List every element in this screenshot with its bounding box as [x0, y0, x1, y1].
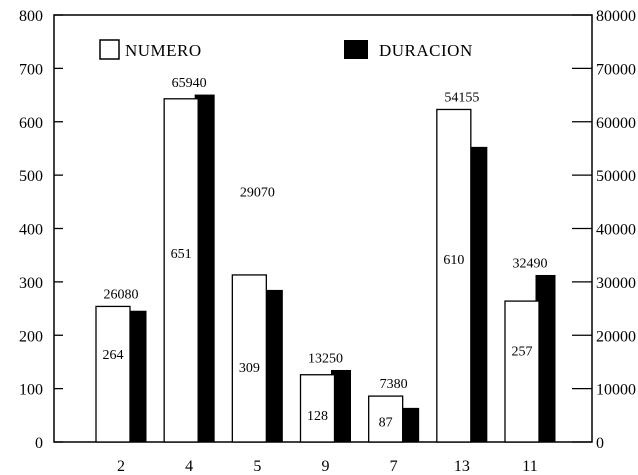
data-label-numero: 309 [239, 361, 260, 376]
right-tick-label: 10000 [596, 382, 636, 399]
data-label-duracion: 54155 [444, 90, 479, 105]
data-label-numero: 264 [103, 348, 124, 363]
data-label-numero: 87 [379, 415, 393, 430]
bar-numero [299, 374, 336, 443]
right-tick-label: 80000 [596, 8, 636, 25]
right-axis: 0 10000 20000 30000 40000 50000 60000 70000 8000… [572, 8, 636, 452]
right-tick-label: 50000 [596, 168, 636, 185]
right-tick-label: 30000 [596, 275, 636, 292]
data-label-numero: 128 [307, 409, 328, 424]
bar-numero [436, 108, 472, 443]
data-label-duracion: 29070 [240, 185, 275, 200]
bar-numero [504, 300, 540, 443]
x-axis: 2 4 5 9 7 13 11 [117, 458, 538, 475]
right-tick-label: 60000 [596, 115, 636, 132]
left-tick-label: 0 [35, 435, 43, 452]
data-label-duracion: 13250 [308, 351, 343, 366]
right-tick-label: 0 [596, 435, 604, 452]
left-tick-label: 300 [19, 275, 43, 292]
bar-numero [231, 274, 267, 443]
x-tick-label: 4 [185, 458, 193, 475]
data-labels: 264 26080 651 65940 309 29070 128 13250 87 7380 61… [103, 76, 548, 430]
data-label-numero: 257 [512, 344, 533, 359]
left-tick-label: 800 [19, 8, 43, 25]
legend-swatch-duracion [344, 40, 368, 59]
legend: NUMERO DURACION [99, 39, 473, 60]
x-tick-label: 5 [253, 458, 261, 475]
data-label-duracion: 7380 [380, 377, 408, 392]
x-tick-label: 11 [522, 458, 537, 475]
left-tick-label: 700 [19, 61, 43, 78]
x-tick-label: 7 [390, 458, 398, 475]
left-tick-label: 100 [19, 382, 43, 399]
data-label-duracion: 65940 [172, 76, 207, 91]
x-tick-label: 2 [117, 458, 125, 475]
right-tick-label: 70000 [596, 61, 636, 78]
right-tick-label: 20000 [596, 328, 636, 345]
data-label-duracion: 26080 [104, 287, 139, 302]
bars [95, 94, 556, 443]
legend-swatch-numero [99, 39, 120, 60]
left-tick-label: 200 [19, 328, 43, 345]
data-label-numero: 651 [171, 247, 192, 262]
legend-label-numero: NUMERO [125, 41, 202, 60]
left-tick-label: 500 [19, 168, 43, 185]
data-label-numero: 610 [443, 253, 464, 268]
bar-numero [368, 395, 404, 443]
bar-numero [163, 98, 199, 443]
x-tick-label: 9 [322, 458, 330, 475]
data-label-duracion: 32490 [513, 256, 548, 271]
bar-numero [95, 305, 131, 443]
left-tick-label: 600 [19, 115, 43, 132]
left-tick-label: 400 [19, 222, 43, 239]
x-tick-label: 13 [454, 458, 470, 475]
left-axis: 0 100 200 300 400 500 600 700 800 [19, 8, 63, 452]
right-tick-label: 40000 [596, 222, 636, 239]
legend-label-duracion: DURACION [379, 41, 473, 60]
